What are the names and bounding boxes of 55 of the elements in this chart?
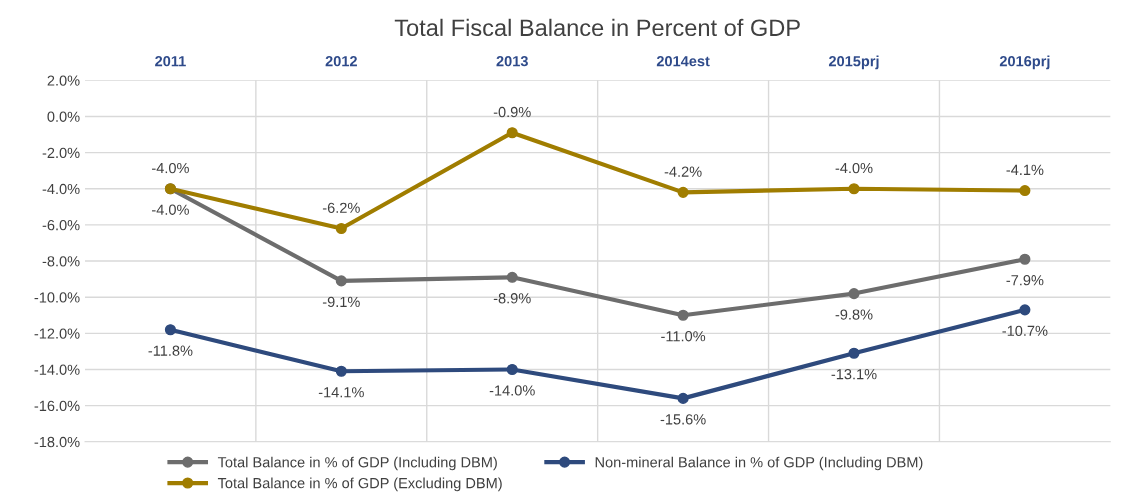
data-label: -4.1% bbox=[1006, 164, 1044, 175]
point bbox=[1019, 185, 1031, 197]
point bbox=[848, 347, 860, 359]
y-tick-label: -8.0% bbox=[42, 256, 80, 267]
point bbox=[335, 365, 347, 377]
point bbox=[677, 392, 689, 404]
y-tick-label: 0.0% bbox=[47, 111, 80, 122]
data-label: -0.9% bbox=[493, 106, 531, 118]
point bbox=[335, 222, 347, 235]
data-label: -11.8% bbox=[148, 345, 193, 356]
data-label: -4.0% bbox=[152, 162, 189, 174]
data-label: -7.9% bbox=[1006, 275, 1044, 286]
data-label: -6.2% bbox=[322, 202, 360, 213]
x-tick-label: 2014est bbox=[656, 56, 710, 67]
data-label: -9.1% bbox=[322, 296, 360, 308]
y-tick-label: -16.0% bbox=[34, 400, 80, 412]
legend-label: Total Balance in % of GDP (Including DBM) bbox=[217, 456, 497, 471]
data-label: -4.0% bbox=[835, 162, 873, 174]
y-tick-label: -4.0% bbox=[42, 183, 80, 195]
data-label: -8.9% bbox=[493, 293, 531, 304]
x-tick-label: 2016prj bbox=[999, 55, 1050, 70]
point bbox=[335, 275, 347, 287]
point bbox=[1019, 304, 1031, 316]
point bbox=[506, 363, 518, 376]
y-tick-label: -12.0% bbox=[34, 328, 80, 339]
point bbox=[677, 186, 689, 198]
y-tick-label: -14.0% bbox=[34, 364, 80, 375]
point bbox=[506, 127, 518, 139]
data-label: -14.1% bbox=[318, 387, 364, 398]
point bbox=[1019, 253, 1031, 265]
data-label: -4.0% bbox=[152, 204, 189, 215]
point bbox=[848, 288, 860, 300]
y-tick-label: -2.0% bbox=[42, 147, 80, 159]
point bbox=[848, 183, 860, 195]
y-tick-label: -6.0% bbox=[42, 220, 80, 231]
data-label: -4.2% bbox=[664, 166, 702, 177]
x-tick-label: 2015prj bbox=[828, 55, 879, 70]
legend-label: Non-mineral Balance in % of GDP (Including DBM) bbox=[595, 456, 923, 471]
chart-title: Total Fiscal Balance in Percent of GDP bbox=[394, 18, 800, 37]
data-label: -10.7% bbox=[1002, 325, 1048, 336]
data-label: -11.0% bbox=[661, 331, 706, 342]
point bbox=[506, 271, 518, 283]
x-tick-label: 2013 bbox=[496, 56, 528, 67]
x-tick-label: 2011 bbox=[155, 56, 186, 67]
point bbox=[677, 309, 689, 321]
x-tick-label: 2012 bbox=[325, 56, 357, 67]
point bbox=[164, 324, 176, 336]
data-label: -15.6% bbox=[660, 414, 706, 425]
data-label: -9.8% bbox=[835, 309, 873, 320]
y-tick-label: -10.0% bbox=[34, 292, 80, 303]
y-tick-label: 2.0% bbox=[47, 75, 80, 86]
y-tick-label: -18.0% bbox=[34, 436, 80, 448]
data-label: -14.0% bbox=[489, 385, 535, 396]
legend-label: Total Balance in % of GDP (Excluding DBM) bbox=[217, 477, 502, 492]
data-label: -13.1% bbox=[831, 369, 877, 380]
